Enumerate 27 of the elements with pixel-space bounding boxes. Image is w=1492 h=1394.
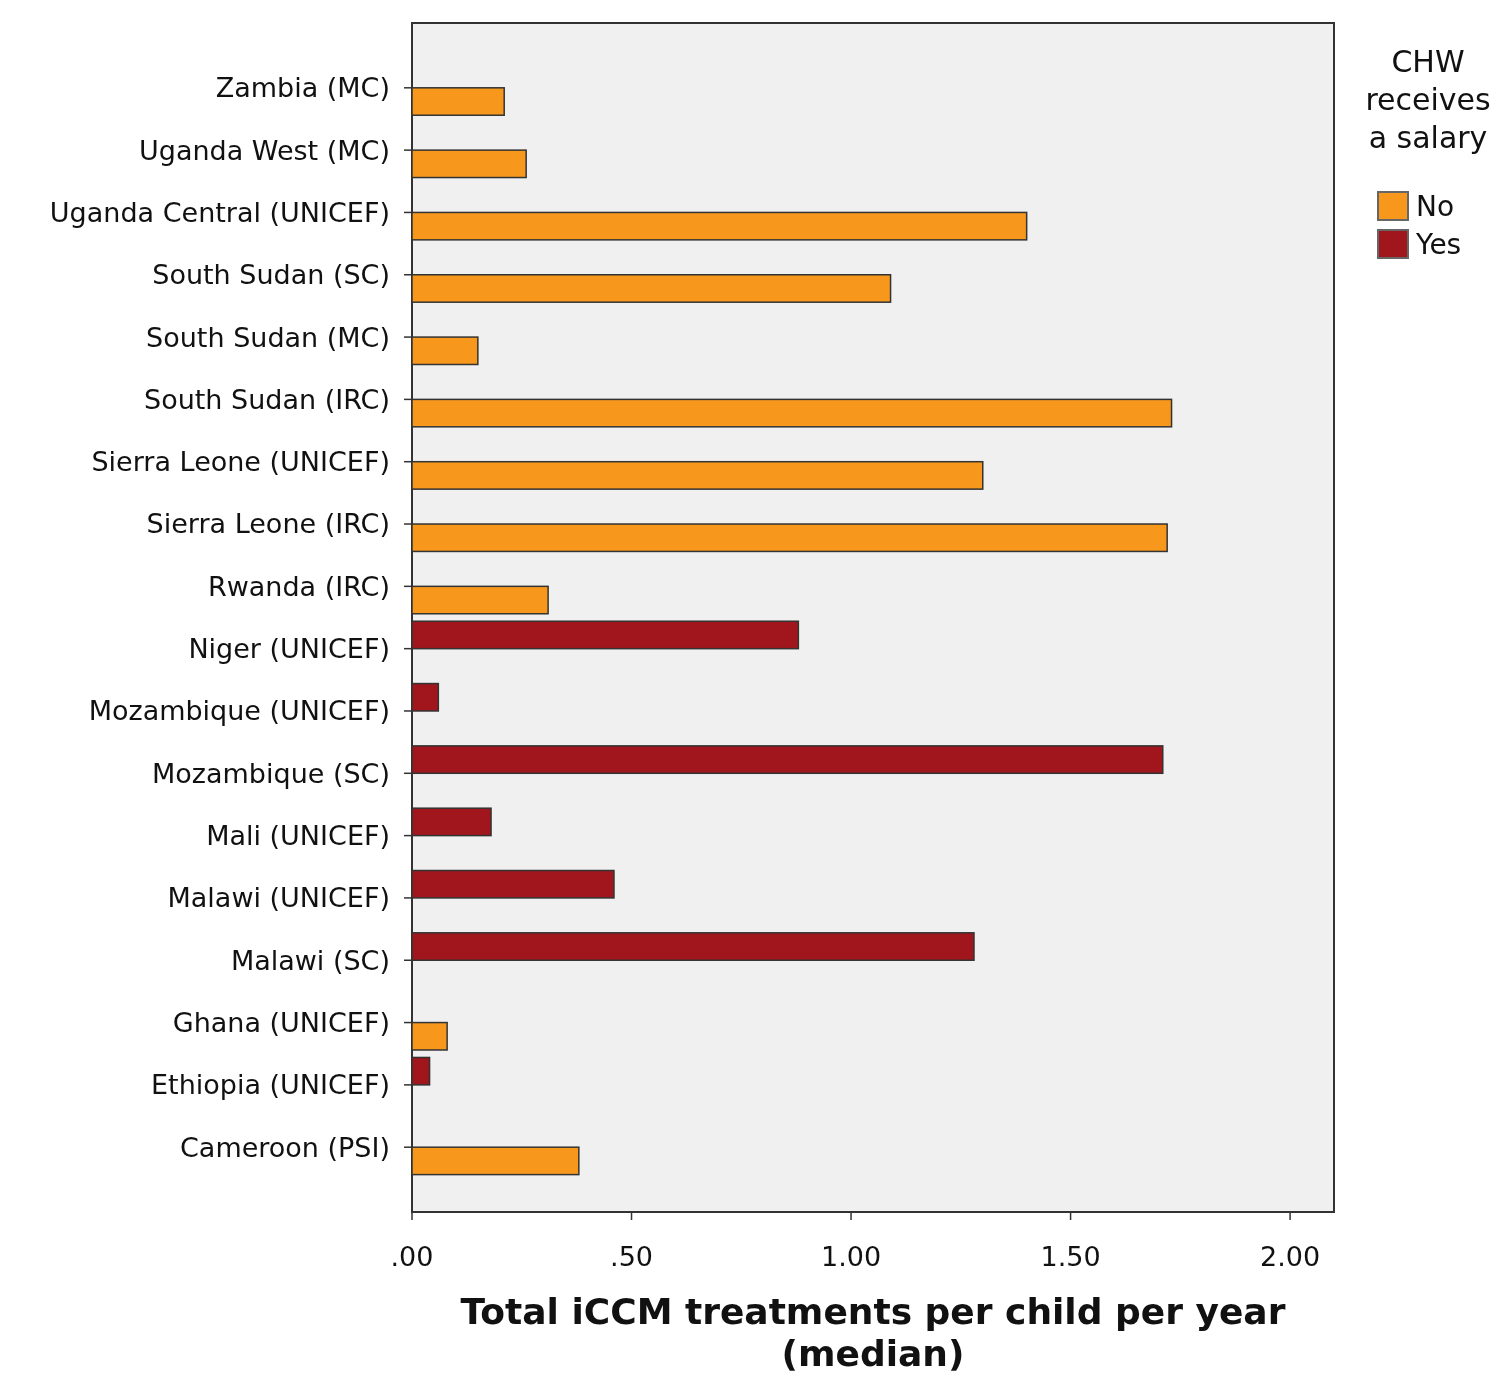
x-tick-label: 2.00 (1260, 1241, 1321, 1272)
y-tick-label: Ghana (UNICEF) (172, 1007, 390, 1039)
y-tick-label: Malawi (SC) (230, 944, 390, 976)
y-tick-label: Niger (UNICEF) (188, 633, 390, 665)
y-tick-label: Sierra Leone (IRC) (146, 508, 390, 540)
y-tick-label: South Sudan (IRC) (144, 383, 390, 415)
y-tick-label: Uganda Central (UNICEF) (49, 196, 390, 228)
y-tick-label: Mozambique (UNICEF) (88, 695, 390, 727)
y-tick-label: Mozambique (SC) (152, 757, 390, 789)
x-tick-label: 1.00 (820, 1241, 882, 1272)
y-tick-label: Cameroon (PSI) (179, 1131, 390, 1163)
x-axis-title: Total iCCM treatments per child per year (median) (460, 1291, 1286, 1374)
y-tick-label: Mali (UNICEF) (206, 820, 390, 852)
x-tick-label: .50 (610, 1241, 653, 1272)
legend-title: CHW receives a salary (1365, 44, 1491, 155)
legend-label: Yes (1415, 227, 1462, 261)
y-tick-label: Uganda West (MC) (138, 134, 390, 166)
y-tick-label: Ethiopia (UNICEF) (151, 1069, 390, 1101)
y-tick-label: Zambia (MC) (215, 72, 390, 104)
y-tick-label: South Sudan (MC) (146, 321, 390, 353)
y-tick-label: Sierra Leone (UNICEF) (91, 446, 390, 478)
y-tick-label: Malawi (UNICEF) (167, 882, 390, 914)
x-tick-label: .00 (390, 1241, 434, 1272)
x-tick-label: 1.50 (1040, 1241, 1101, 1272)
y-tick-label: Rwanda (IRC) (207, 570, 390, 602)
y-tick-label: South Sudan (SC) (152, 259, 390, 291)
legend-label: No (1416, 189, 1455, 223)
